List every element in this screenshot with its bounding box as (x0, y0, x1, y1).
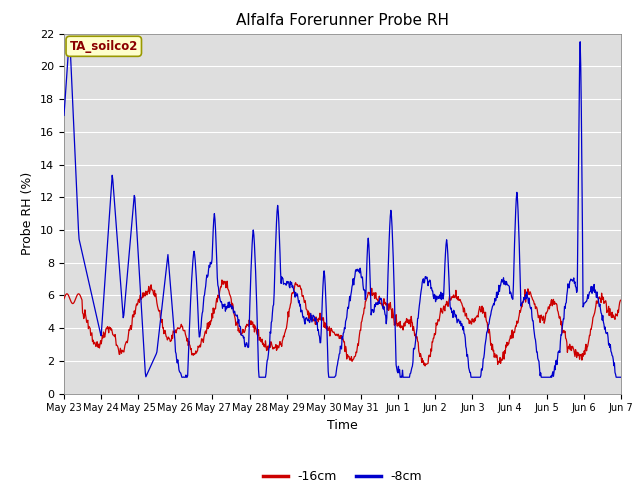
Title: Alfalfa Forerunner Probe RH: Alfalfa Forerunner Probe RH (236, 13, 449, 28)
Legend: -16cm, -8cm: -16cm, -8cm (257, 465, 428, 480)
Text: TA_soilco2: TA_soilco2 (70, 40, 138, 53)
Y-axis label: Probe RH (%): Probe RH (%) (22, 172, 35, 255)
X-axis label: Time: Time (327, 419, 358, 432)
